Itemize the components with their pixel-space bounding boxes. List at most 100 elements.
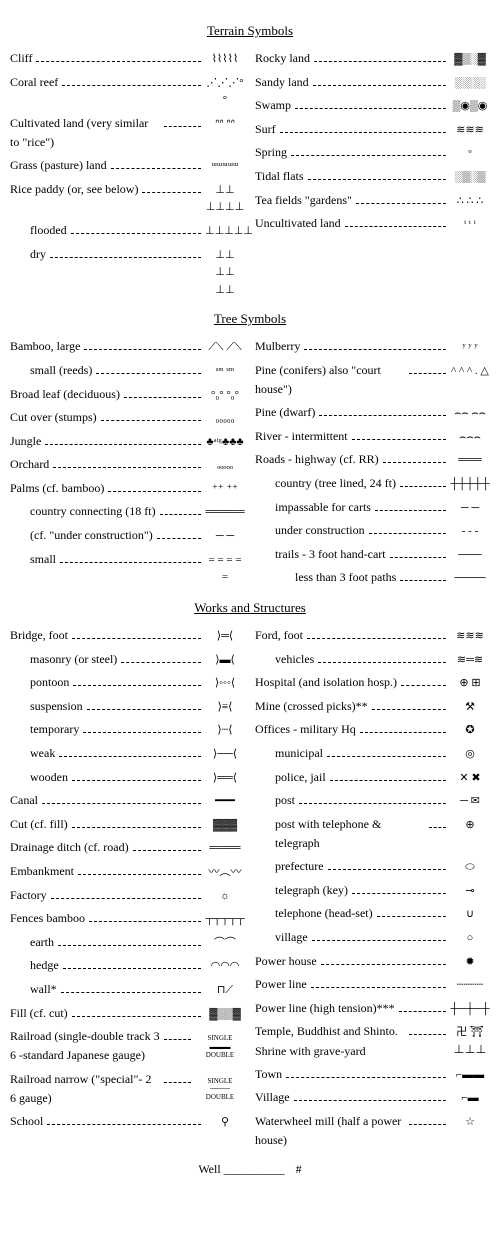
legend-entry: Cliff⌇⌇⌇⌇⌇ (10, 49, 245, 69)
leader-line (330, 780, 446, 781)
leader-line (409, 1034, 446, 1035)
entry-label: Cut over (stumps) (10, 408, 97, 427)
entry-symbol: ☆ (450, 1114, 490, 1132)
legend-entry: vehicles≋═≋ (255, 650, 490, 670)
entry-label: School (10, 1112, 43, 1131)
entry-label: Bridge, foot (10, 626, 68, 645)
legend-entry: dry⊥⊥ ⊥⊥ ⊥⊥ (10, 245, 245, 300)
entry-label: wooden (30, 768, 68, 787)
entry-label: Mine (crossed picks)** (255, 697, 368, 716)
legend-entry: temporary⟩┄⟨ (10, 720, 245, 740)
entry-symbol: ░░░░ (450, 75, 490, 93)
leader-line (295, 108, 446, 109)
leader-line (72, 780, 201, 781)
entry-label: trails - 3 foot hand-cart (275, 545, 386, 564)
legend-entry: Drainage ditch (cf. road)════ (10, 838, 245, 858)
legend-entry: flooded⊥⊥⊥⊥⊥ (10, 221, 245, 241)
entry-label: Mulberry (255, 337, 300, 356)
legend-entry: School ⚲ (10, 1112, 245, 1132)
leader-line (164, 126, 201, 127)
works-right-col: Ford, foot≋≋≋vehicles≋═≋Hospital (and is… (255, 626, 490, 1154)
leader-line (312, 940, 446, 941)
entry-label: Broad leaf (deciduous) (10, 385, 120, 404)
leader-line (160, 514, 201, 515)
entry-label: pontoon (30, 673, 69, 692)
entry-symbol: ≋≋≋ (450, 122, 490, 140)
entry-symbol: ⊓⟋ (205, 982, 245, 1000)
legend-entry: Roads - highway (cf. RR)═══ (255, 450, 490, 470)
leader-line (318, 662, 446, 663)
legend-entry: police, jail✕ ✖ (255, 768, 490, 788)
legend-entry: under construction- - - (255, 521, 490, 541)
legend-entry: post with telephone & telegraph⊕ (255, 815, 490, 853)
entry-label: Temple, Buddhist and Shinto. Shrine with… (255, 1022, 405, 1060)
legend-entry: Grass (pasture) landᵚᵚᵚᵚᵚ (10, 156, 245, 176)
leader-line (72, 638, 201, 639)
legend-entry: Palms (cf. bamboo)⁺⁺ ⁺⁺ (10, 479, 245, 499)
legend-entry: Springᵒ (255, 143, 490, 163)
entry-symbol: ˢᵐ ˢᵐ (205, 363, 245, 381)
entry-label: Cut (cf. fill) (10, 815, 68, 834)
entry-symbol: ☼ (205, 888, 245, 906)
entry-label: less than 3 foot paths (295, 568, 396, 587)
entry-label: impassable for carts (275, 498, 371, 517)
legend-entry: Fill (cf. cut)▓▒▒▓ (10, 1004, 245, 1024)
legend-entry: wall*⊓⟋ (10, 980, 245, 1000)
legend-entry: Waterwheel mill (half a power house)☆ (255, 1112, 490, 1150)
leader-line (401, 685, 446, 686)
legend-entry: Offices - military Hq✪ (255, 720, 490, 740)
entry-symbol: ═════ (205, 504, 245, 522)
leader-line (121, 662, 201, 663)
legend-entry: hedge◠◠◠ (10, 956, 245, 976)
leader-line (45, 444, 201, 445)
entry-label: River - intermittent (255, 427, 348, 446)
entry-symbol: ─ ─ (205, 528, 245, 546)
entry-symbol: ┬┬┬┬┬ (205, 911, 245, 929)
entry-symbol: ∪ (450, 906, 490, 924)
entry-label: Surf (255, 120, 276, 139)
leader-line (352, 439, 446, 440)
entry-symbol: ─ ─ (450, 500, 490, 518)
legend-entry: Broad leaf (deciduous)°₀° °₀° (10, 385, 245, 405)
legend-entry: Tea fields "gardens"∴ ∴ ∴ (255, 191, 490, 211)
legend-entry: Orchardₒₒₒₒₒ (10, 455, 245, 475)
entry-symbol: ⟩──⟨ (205, 746, 245, 764)
entry-symbol: ⌇⌇⌇⌇⌇ (205, 51, 245, 69)
leader-line (50, 257, 201, 258)
legend-entry: Mulberryʸ ʸ ʸ (255, 337, 490, 357)
entry-label: Power line (high tension)*** (255, 999, 395, 1018)
entry-symbol: ⚲ (205, 1114, 245, 1132)
leader-line (51, 898, 201, 899)
legend-entry: prefecture⬭ (255, 857, 490, 877)
legend-entry: Jungle♣ᵃᵗᵍ♣♣♣ (10, 432, 245, 452)
leader-line (369, 533, 446, 534)
legend-entry: pontoon ⟩◦◦◦⟨ (10, 673, 245, 693)
legend-entry: (cf. "under construction")─ ─ (10, 526, 245, 546)
entry-symbol: ─── (450, 547, 490, 565)
entry-label: Hospital (and isolation hosp.) (255, 673, 397, 692)
leader-line (311, 987, 446, 988)
entry-symbol: ┼─┼─┼ (450, 1001, 490, 1019)
entry-label: post with telephone & telegraph (275, 815, 425, 853)
legend-entry: Fences bamboo┬┬┬┬┬ (10, 909, 245, 929)
entry-label: Grass (pasture) land (10, 156, 107, 175)
leader-line (83, 732, 201, 733)
entry-label: Swamp (255, 96, 291, 115)
entry-symbol: ✕ ✖ (450, 770, 490, 788)
legend-entry: Temple, Buddhist and Shinto. Shrine with… (255, 1022, 490, 1060)
leader-line (356, 203, 446, 204)
entry-symbol: ⟩◦◦◦⟨ (205, 675, 245, 693)
entry-symbol: ⌢⌢ ⌢⌢ (450, 405, 490, 423)
leader-line (307, 638, 446, 639)
legend-entry: impassable for carts ─ ─ (255, 498, 490, 518)
entry-label: Orchard (10, 455, 49, 474)
entry-symbol: ⊕ ⊞ (450, 675, 490, 693)
entry-label: Offices - military Hq (255, 720, 356, 739)
entry-label: Bamboo, large (10, 337, 80, 356)
terrain-left-col: Cliff⌇⌇⌇⌇⌇Coral reef⋰⋰⋰°°Cultivated land… (10, 49, 245, 303)
entry-symbol: SINGLE▬▬▬DOUBLE (195, 1034, 245, 1059)
entry-label: Fill (cf. cut) (10, 1004, 68, 1023)
entry-symbol: 卍 ⛩ ⊥⊥⊥ (450, 1024, 490, 1059)
leader-line (42, 803, 201, 804)
leader-line (390, 557, 446, 558)
